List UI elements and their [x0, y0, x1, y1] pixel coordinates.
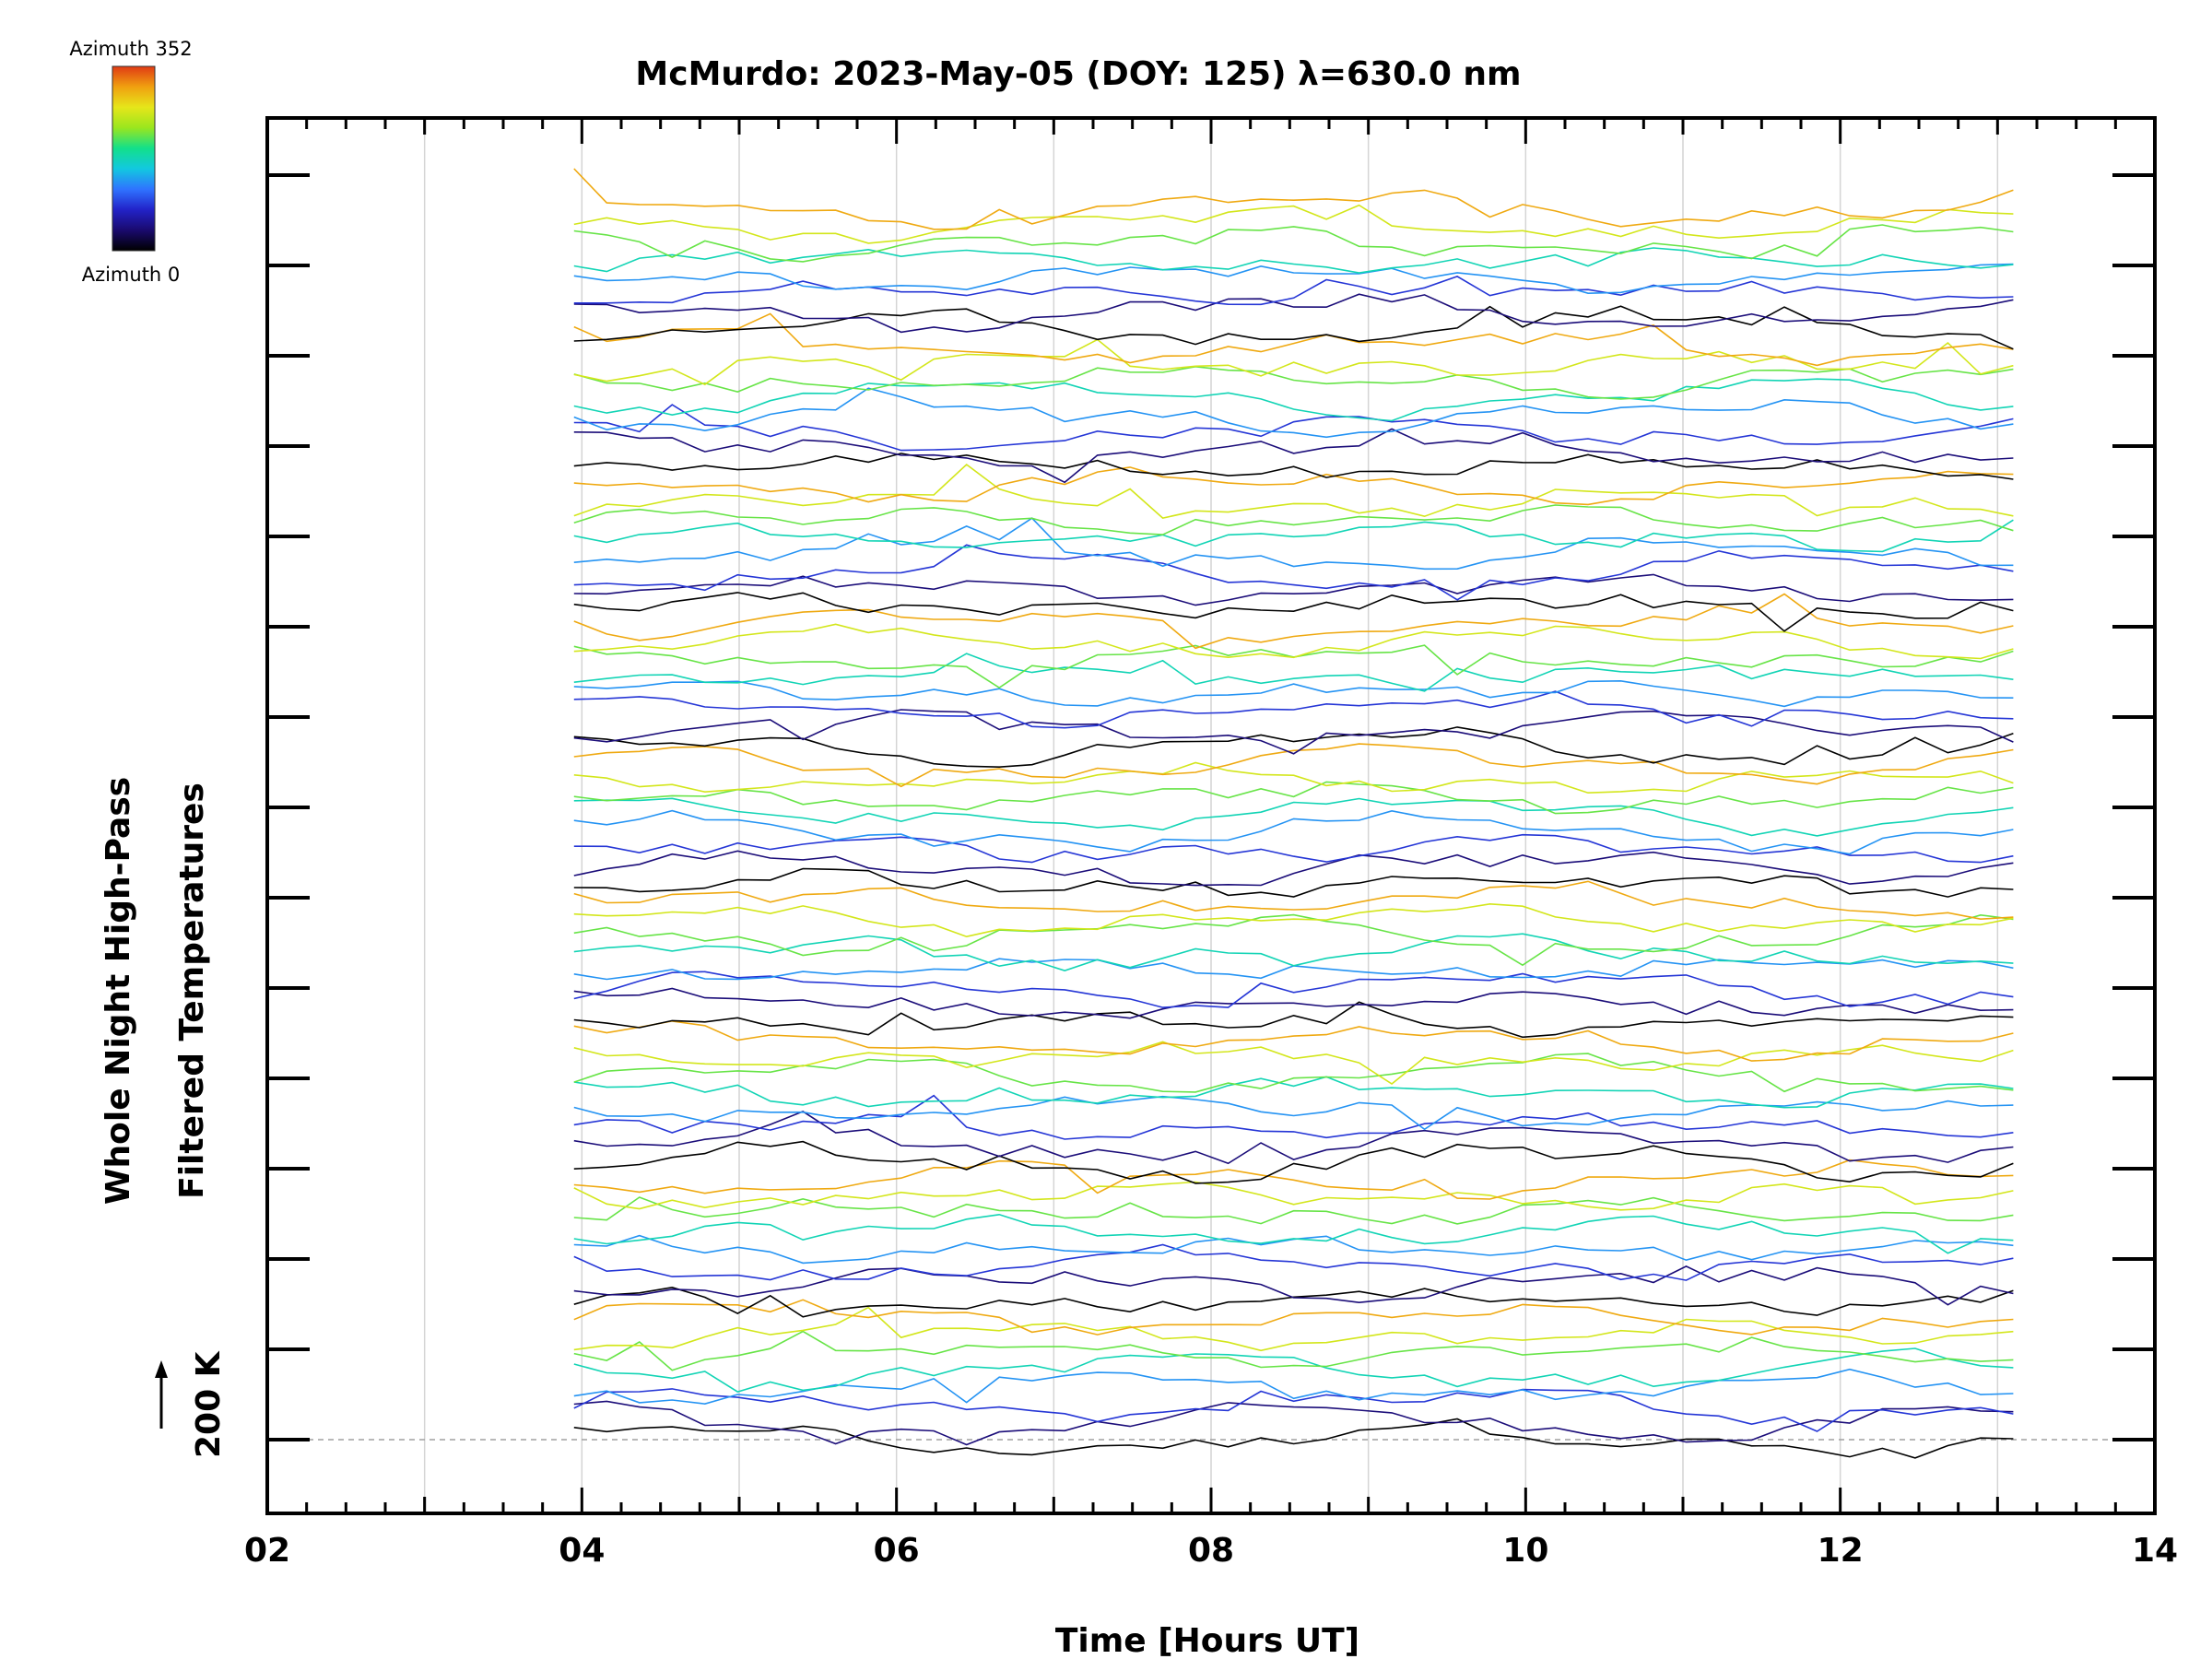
temperature-trace [573, 593, 2014, 650]
vertical-gridlines [267, 118, 2155, 1513]
temperature-trace [573, 653, 2014, 692]
temperature-trace [573, 958, 2014, 981]
temperature-trace [573, 902, 2014, 938]
temperature-trace [573, 1265, 2014, 1306]
temperature-trace [573, 1181, 2014, 1211]
temperature-trace [573, 1111, 2014, 1165]
x-tick-label: 04 [559, 1532, 605, 1570]
temperature-trace [573, 1347, 2014, 1393]
temperature-trace [573, 1286, 2014, 1318]
temperature-trace [573, 1020, 2014, 1062]
colorbar-gradient [112, 65, 156, 252]
temperature-trace [573, 1140, 2014, 1184]
scale-arrow-head [155, 1360, 168, 1378]
x-tick-labels: 02 04 06 08 10 12 14 [244, 1532, 2178, 1570]
temperature-trace [573, 987, 2014, 1019]
temperature-trace [573, 517, 2014, 571]
temperature-trace [573, 1306, 2014, 1352]
temperature-trace [573, 690, 2014, 729]
temperature-trace [573, 592, 2014, 632]
temperature-trace [573, 519, 2014, 553]
y-axis-label-line-1: Whole Night High-Pass [100, 777, 137, 1205]
x-tick-label: 02 [244, 1532, 290, 1570]
temperature-trace [573, 466, 2014, 506]
temperature-trace [573, 781, 2014, 815]
temperature-trace [573, 1213, 2014, 1254]
temperature-trace [573, 761, 2014, 794]
y-axis-label: Whole Night High-Pass Filtered Temperatu… [100, 777, 211, 1205]
temperature-trace [573, 1388, 2014, 1432]
temperature-trace [573, 573, 2014, 606]
temperature-trace [573, 224, 2014, 263]
temperature-trace [573, 833, 2014, 864]
temperature-trace [573, 453, 2014, 480]
temperature-traces [573, 168, 2014, 1459]
x-axis-label: Time [Hours UT] [1055, 1622, 1359, 1659]
colorbar-min-label: Azimuth 0 [82, 264, 181, 286]
temperature-trace [573, 850, 2014, 887]
temperature-trace [573, 276, 2014, 306]
plot-axes [265, 116, 2157, 1515]
chart-title: McMurdo: 2023-May-05 (DOY: 125) λ=630.0 … [635, 55, 1521, 93]
temperature-trace [573, 913, 2014, 967]
temperature-trace [573, 1243, 2014, 1281]
temperature-trace [573, 305, 2014, 350]
temperature-trace [573, 971, 2014, 1008]
temperature-trace [573, 1053, 2014, 1093]
temperature-trace [573, 1094, 2014, 1140]
temperature-trace [573, 428, 2014, 484]
temperature-trace [573, 378, 2014, 422]
temperature-trace [573, 1095, 2014, 1131]
temperature-trace [573, 1299, 2014, 1335]
temperature-trace [573, 263, 2014, 295]
temperature-trace [573, 1418, 2014, 1459]
temperature-trace [573, 404, 2014, 452]
temperature-trace [573, 1041, 2014, 1085]
temperature-trace [573, 933, 2014, 971]
temperature-trace [573, 679, 2014, 708]
temperature-trace [573, 623, 2014, 660]
temperature-trace [573, 1196, 2014, 1225]
temperature-trace [573, 1234, 2014, 1265]
temperature-trace [573, 1001, 2014, 1039]
temperature-trace [573, 387, 2014, 439]
temperature-trace [573, 1330, 2014, 1371]
temperature-trace [573, 463, 2014, 519]
temperature-trace [573, 743, 2014, 788]
x-tick-label: 10 [1502, 1532, 1548, 1570]
scale-label: 200 K [190, 1350, 228, 1458]
temperature-trace [573, 204, 2014, 244]
azimuth-colorbar: Azimuth 352 Azimuth 0 [69, 38, 192, 286]
temperature-trace [573, 726, 2014, 769]
temperature-trace [573, 247, 2014, 274]
colorbar-max-label: Azimuth 352 [69, 38, 192, 60]
temperature-trace [573, 365, 2014, 400]
temperature-trace [573, 544, 2014, 601]
temperature-trace [573, 168, 2014, 230]
temperature-trace [573, 1400, 2014, 1446]
temperature-trace [573, 797, 2014, 837]
temperature-trace [573, 867, 2014, 898]
temperature-trace [573, 338, 2014, 386]
x-tick-label: 08 [1188, 1532, 1234, 1570]
y-axis-label-line-2: Filtered Temperatures [173, 782, 211, 1199]
x-tick-label: 12 [1818, 1532, 1864, 1570]
temperature-trace [573, 709, 2014, 755]
temperature-trace [573, 880, 2014, 921]
temperature-trace [573, 1076, 2014, 1109]
x-tick-label: 14 [2132, 1532, 2178, 1570]
temperature-trace [573, 1159, 2014, 1200]
temperature-trace [573, 312, 2014, 367]
x-tick-label: 06 [874, 1532, 920, 1570]
scale-indicator: 200 K [155, 1350, 228, 1458]
temperature-trace [573, 809, 2014, 855]
temperature-trace [573, 293, 2014, 334]
temperature-trace [573, 504, 2014, 535]
